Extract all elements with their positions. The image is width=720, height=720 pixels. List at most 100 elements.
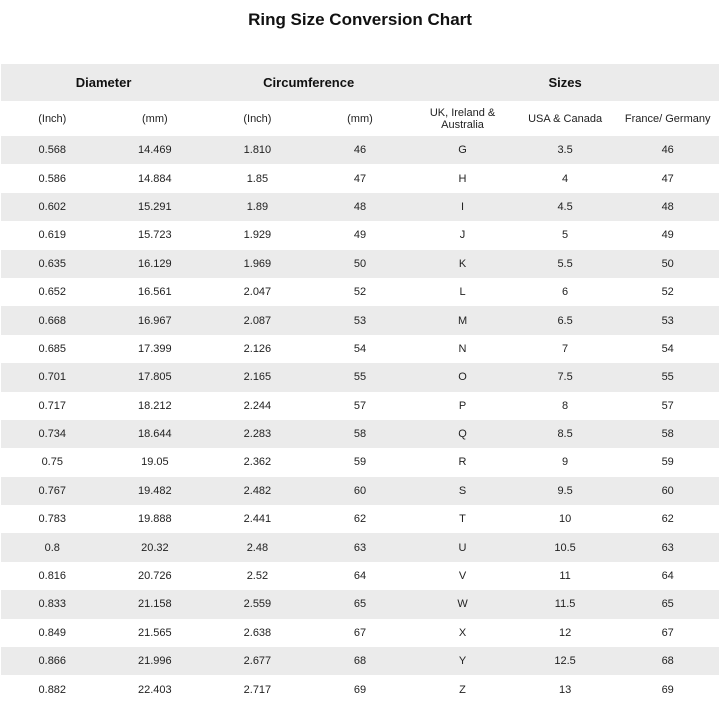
column-header-diameter-inch: (Inch) (38, 112, 67, 125)
cell-france-size: 68 (661, 655, 674, 668)
cell-uk-size: P (458, 399, 467, 412)
cell-diameter-inch: 0.652 (38, 286, 67, 299)
cell-usa-size: 5 (562, 229, 569, 242)
cell-diameter-mm: 19.05 (141, 456, 169, 469)
cell-diameter-inch: 0.668 (38, 314, 67, 327)
cell-circumference-inch: 1.85 (246, 172, 269, 185)
cell-france-size: 54 (661, 342, 674, 355)
cell-usa-size: 12.5 (554, 655, 576, 668)
cell-circumference-inch: 2.244 (243, 399, 272, 412)
cell-circumference-inch: 2.52 (246, 570, 269, 583)
cell-uk-size: I (461, 200, 465, 213)
cell-uk-size: T (459, 513, 466, 526)
cell-circumference-mm: 52 (353, 286, 367, 299)
cell-circumference-inch: 2.087 (243, 314, 272, 327)
table-row: 0.635 16.129 1.969 50 K 5.5 50 (1, 249, 719, 278)
cell-circumference-mm: 59 (353, 456, 367, 469)
cell-diameter-inch: 0.619 (38, 229, 67, 242)
table-row: 0.652 16.561 2.047 52 L 6 52 (1, 278, 719, 306)
cell-diameter-inch: 0.882 (38, 683, 67, 696)
table-row: 0.8 20.32 2.48 63 U 10.5 63 (1, 533, 719, 562)
column-header-circumference-inch: (Inch) (243, 112, 272, 125)
cell-circumference-mm: 60 (353, 484, 367, 497)
cell-usa-size: 8 (562, 399, 569, 412)
cell-circumference-inch: 1.810 (243, 144, 272, 157)
group-header-sizes: Sizes (548, 75, 582, 90)
cell-diameter-inch: 0.635 (38, 257, 67, 270)
cell-circumference-inch: 2.48 (246, 541, 269, 554)
cell-uk-size: H (458, 172, 467, 185)
cell-circumference-mm: 69 (353, 683, 367, 696)
cell-usa-size: 9.5 (557, 484, 573, 497)
cell-diameter-mm: 15.291 (138, 200, 172, 213)
cell-usa-size: 4 (562, 172, 569, 185)
cell-uk-size: S (458, 484, 467, 497)
cell-diameter-mm: 20.32 (141, 541, 169, 554)
group-header-circumference: Circumference (263, 75, 355, 90)
group-header-row: Diameter Circumference Sizes (1, 64, 719, 101)
table-row: 0.866 21.996 2.677 68 Y 12.5 68 (1, 647, 719, 676)
cell-uk-size: G (458, 144, 467, 157)
cell-circumference-mm: 49 (353, 229, 367, 242)
table-row: 0.849 21.565 2.638 67 X 12 67 (1, 619, 719, 647)
cell-france-size: 62 (661, 513, 674, 526)
table-row: 0.668 16.967 2.087 53 M 6.5 53 (1, 306, 719, 335)
table-row: 0.701 17.805 2.165 55 O 7.5 55 (1, 363, 719, 392)
cell-france-size: 65 (661, 598, 674, 611)
cell-france-size: 63 (661, 541, 674, 554)
cell-circumference-mm: 53 (353, 314, 367, 327)
cell-circumference-mm: 54 (353, 342, 367, 355)
column-header-row: (Inch) (mm) (Inch) (mm) UK, Ireland & Au… (1, 101, 719, 136)
cell-diameter-mm: 20.726 (138, 570, 172, 583)
cell-circumference-inch: 2.362 (243, 456, 272, 469)
cell-diameter-inch: 0.816 (38, 570, 67, 583)
cell-diameter-inch: 0.602 (38, 200, 67, 213)
cell-usa-size: 7 (562, 342, 569, 355)
cell-usa-size: 9 (562, 456, 569, 469)
cell-circumference-inch: 1.929 (243, 229, 272, 242)
cell-circumference-mm: 65 (353, 598, 367, 611)
cell-diameter-inch: 0.8 (44, 541, 60, 554)
cell-france-size: 53 (661, 314, 674, 327)
cell-uk-size: Q (458, 428, 467, 441)
cell-circumference-inch: 2.638 (243, 626, 272, 639)
cell-diameter-inch: 0.849 (38, 626, 67, 639)
cell-diameter-mm: 16.129 (138, 257, 172, 270)
column-header-france-size: France/ Germany (624, 112, 711, 125)
cell-diameter-mm: 18.212 (138, 399, 172, 412)
cell-usa-size: 8.5 (557, 428, 573, 441)
cell-usa-size: 3.5 (557, 144, 573, 157)
table-row: 0.833 21.158 2.559 65 W 11.5 65 (1, 590, 719, 619)
cell-france-size: 60 (661, 484, 674, 497)
cell-uk-size: Y (458, 655, 467, 668)
cell-circumference-inch: 1.969 (243, 257, 272, 270)
table-row: 0.602 15.291 1.89 48 I 4.5 48 (1, 192, 719, 222)
cell-circumference-mm: 63 (353, 541, 367, 554)
cell-circumference-mm: 46 (353, 144, 367, 157)
table-row: 0.685 17.399 2.126 54 N 7 54 (1, 335, 719, 363)
cell-circumference-inch: 2.126 (243, 342, 272, 355)
cell-uk-size: L (459, 286, 466, 299)
cell-usa-size: 6 (562, 286, 569, 299)
table-row: 0.882 22.403 2.717 69 Z 13 69 (1, 675, 719, 703)
cell-usa-size: 5.5 (557, 257, 573, 270)
cell-france-size: 69 (661, 683, 674, 696)
cell-france-size: 57 (661, 399, 674, 412)
cell-diameter-inch: 0.568 (38, 144, 67, 157)
cell-circumference-mm: 57 (353, 399, 367, 412)
cell-usa-size: 11 (559, 570, 571, 583)
cell-diameter-inch: 0.75 (41, 456, 63, 469)
column-header-diameter-mm: (mm) (142, 112, 168, 125)
cell-circumference-inch: 1.89 (246, 200, 269, 213)
cell-usa-size: 10.5 (554, 541, 576, 554)
cell-diameter-inch: 0.866 (38, 655, 67, 668)
cell-diameter-mm: 15.723 (138, 229, 172, 242)
cell-france-size: 59 (661, 456, 674, 469)
cell-circumference-mm: 64 (353, 570, 367, 583)
cell-france-size: 52 (661, 286, 674, 299)
cell-france-size: 67 (661, 626, 674, 639)
column-header-circumference-mm: (mm) (347, 112, 373, 125)
cell-diameter-mm: 18.644 (138, 428, 172, 441)
cell-diameter-mm: 19.482 (138, 484, 172, 497)
cell-diameter-mm: 21.158 (138, 598, 172, 611)
